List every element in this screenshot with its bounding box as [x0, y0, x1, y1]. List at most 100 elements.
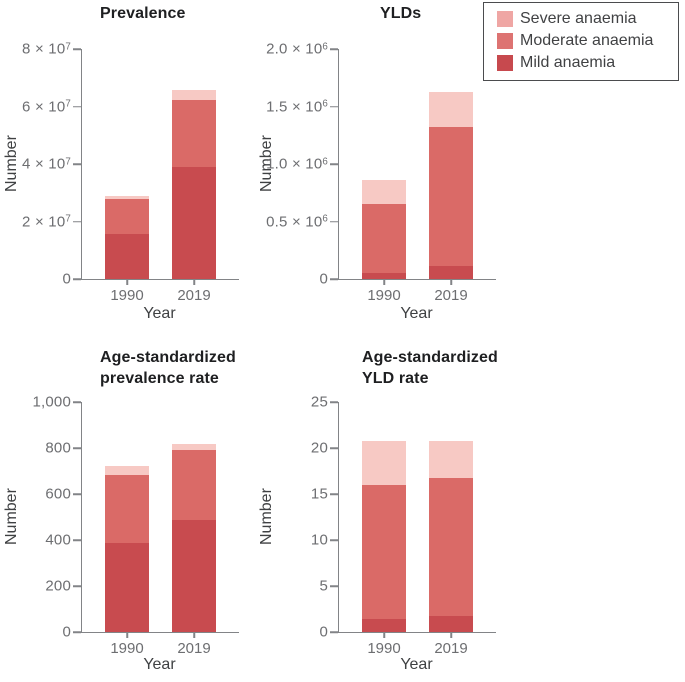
y-axis-tick-label: 800	[45, 439, 71, 457]
y-axis-tick-label: 6 × 107	[22, 98, 71, 115]
chart-ylds: YLDs Number 0 0.5 × 106 1.0 × 106 1.5 × 106…	[257, 0, 507, 335]
y-axis-label: Number	[258, 488, 275, 546]
legend-label: Moderate anaemia	[520, 32, 654, 49]
bar-segment-severe-anaemia	[172, 89, 216, 100]
bar-segment-moderate-anaemia	[105, 475, 149, 543]
plot-area: 0 2 × 107 4 × 107 6 × 107 8 × 107 1990 2019	[22, 41, 239, 304]
bar-segment-severe-anaemia	[172, 443, 216, 451]
y-axis-tick-label: 1,000	[32, 393, 71, 411]
x-axis-label: Year	[400, 305, 433, 322]
y-axis-tick	[72, 539, 81, 541]
bar-segment-mild-anaemia	[105, 234, 149, 279]
y-axis-tick	[72, 220, 81, 223]
y-axis-tick-label: 0.5 × 106	[266, 213, 328, 230]
bar-segment-severe-anaemia	[362, 440, 406, 485]
legend-swatch-mild	[497, 55, 513, 71]
y-axis-tick-label: 10	[310, 531, 328, 549]
bar-1990	[362, 49, 406, 279]
chart-title: Age-standardized prevalence rate	[100, 349, 236, 387]
bar-1990	[105, 402, 149, 632]
legend-swatch-moderate	[497, 33, 513, 49]
legend-label: Mild anaemia	[520, 54, 616, 71]
bar-2019	[172, 49, 216, 279]
y-axis-tick	[329, 447, 338, 449]
y-axis-tick-label: 1.5 × 106	[266, 98, 328, 115]
bar-segment-moderate-anaemia	[362, 204, 406, 274]
bar-segment-mild-anaemia	[172, 520, 216, 632]
y-axis-tick	[329, 585, 338, 587]
y-axis-tick-label: 4 × 107	[22, 155, 71, 173]
y-axis-tick	[72, 401, 81, 403]
x-axis-tick-label: 2019	[177, 287, 211, 304]
chart-age-standardized-prevalence-rate: Age-standardized prevalence rate Number …	[0, 341, 250, 682]
x-axis-tick-label: 1990	[110, 287, 144, 304]
bar-segment-moderate-anaemia	[429, 127, 473, 267]
x-axis-tick	[383, 279, 385, 285]
chart-title: YLDs	[380, 5, 422, 22]
plot-area: 0 0.5 × 106 1.0 × 106 1.5 × 106 2.0 × 106 199…	[266, 41, 496, 304]
plot-area: 0 5 10 15 20 25 1990 2019	[311, 394, 496, 657]
x-axis-tick	[126, 632, 128, 638]
bar-2019	[429, 49, 473, 279]
x-axis-label: Year	[143, 656, 176, 673]
chart-title: Prevalence	[100, 5, 186, 22]
x-axis-tick	[450, 632, 452, 638]
y-axis-tick-label: 0	[319, 623, 328, 641]
y-axis-tick	[72, 585, 81, 587]
y-axis-tick	[329, 220, 338, 223]
y-axis-tick-label: 200	[45, 577, 71, 595]
bar-segment-severe-anaemia	[105, 195, 149, 199]
bar-segment-severe-anaemia	[105, 465, 149, 476]
y-axis-tick	[329, 278, 338, 280]
bar-segment-mild-anaemia	[362, 619, 406, 632]
y-axis-tick-label: 0	[319, 270, 328, 288]
y-axis-tick-label: 400	[45, 531, 71, 549]
chart-prevalence: Prevalence Number 0 2 × 107 4 × 107 6 × 107…	[0, 0, 250, 335]
x-axis-tick	[126, 279, 128, 285]
chart-age-standardized-yld-rate: Age-standardized YLD rate Number 0 5 10 15 2…	[257, 341, 507, 682]
bar-segment-mild-anaemia	[105, 542, 149, 632]
x-axis-tick-label: 2019	[434, 287, 468, 304]
y-axis-tick-label: 25	[310, 393, 328, 411]
x-axis-label: Year	[400, 656, 433, 673]
y-axis-tick-label: 8 × 107	[22, 40, 71, 58]
bar-segment-moderate-anaemia	[172, 450, 216, 521]
y-axis-tick-label: 2.0 × 106	[266, 40, 328, 58]
bar-segment-mild-anaemia	[429, 266, 473, 279]
y-axis-tick-label: 5	[319, 577, 328, 595]
legend: Severe anaemia Moderate anaemia Mild ana…	[483, 2, 679, 81]
x-axis-tick-label: 2019	[177, 640, 211, 657]
bar-segment-severe-anaemia	[429, 440, 473, 479]
y-axis-tick	[72, 278, 81, 280]
y-axis-tick-label: 1.0 × 106	[266, 155, 328, 173]
bar-segment-mild-anaemia	[429, 616, 473, 632]
legend-label: Severe anaemia	[520, 10, 637, 27]
x-axis-tick	[193, 279, 195, 285]
x-axis-tick-label: 1990	[110, 640, 144, 657]
x-axis-label: Year	[143, 305, 176, 322]
legend-item-mild: Mild anaemia	[497, 55, 678, 71]
bar-segment-moderate-anaemia	[105, 198, 149, 235]
x-axis-tick-label: 1990	[367, 287, 401, 304]
y-axis-tick	[329, 401, 338, 403]
bar-segment-moderate-anaemia	[429, 478, 473, 617]
bar-segment-mild-anaemia	[172, 167, 216, 279]
bar-2019	[172, 402, 216, 632]
y-axis-tick	[72, 447, 81, 449]
bar-1990	[362, 402, 406, 632]
bar-segment-severe-anaemia	[362, 180, 406, 205]
y-axis-label: Number	[3, 488, 20, 546]
bar-segment-severe-anaemia	[429, 91, 473, 128]
y-axis-tick-label: 15	[310, 485, 328, 503]
bar-segment-moderate-anaemia	[362, 484, 406, 620]
bar-2019	[429, 402, 473, 632]
y-axis-tick	[329, 48, 338, 50]
legend-item-moderate: Moderate anaemia	[497, 33, 678, 49]
y-axis-tick	[329, 631, 338, 633]
x-axis-tick	[193, 632, 195, 638]
y-axis-label: Number	[3, 135, 20, 193]
y-axis-tick	[72, 631, 81, 633]
x-axis-tick-label: 2019	[434, 640, 468, 657]
y-axis-tick	[72, 105, 81, 108]
